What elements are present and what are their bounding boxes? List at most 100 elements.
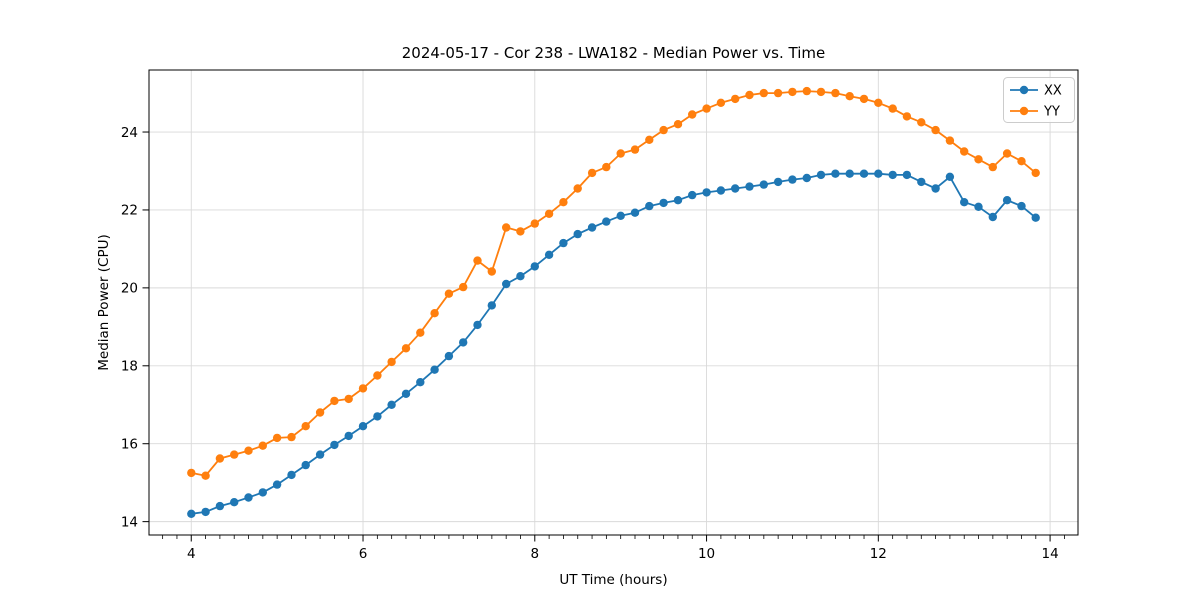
- data-point-xx: [859, 169, 869, 178]
- series-layer: [187, 86, 1040, 518]
- data-point-xx: [387, 400, 396, 409]
- y-tick-label: 18: [121, 359, 138, 375]
- data-point-xx: [215, 501, 225, 511]
- data-point-yy: [773, 88, 783, 98]
- data-point-yy: [401, 344, 411, 353]
- data-point-yy: [945, 136, 955, 145]
- data-point-yy: [459, 282, 468, 292]
- data-point-xx: [1002, 196, 1012, 205]
- data-point-yy: [544, 209, 554, 218]
- data-point-xx: [960, 198, 969, 207]
- data-point-xx: [917, 177, 926, 187]
- x-tick-label: 8: [530, 546, 539, 562]
- data-point-xx: [258, 488, 267, 497]
- data-point-yy: [788, 87, 797, 97]
- x-tick-label: 12: [870, 546, 887, 562]
- data-point-yy: [602, 162, 611, 172]
- data-point-xx: [702, 188, 711, 197]
- data-point-yy: [201, 471, 210, 480]
- data-point-yy: [1002, 149, 1012, 158]
- data-point-xx: [230, 498, 239, 507]
- data-point-xx: [716, 186, 726, 195]
- data-point-yy: [358, 384, 368, 393]
- data-point-yy: [859, 94, 869, 104]
- data-point-yy: [315, 408, 325, 417]
- data-point-xx: [974, 202, 983, 211]
- data-point-yy: [702, 104, 711, 113]
- data-point-yy: [688, 110, 697, 119]
- y-axis-label: Median Power (CPU): [96, 234, 112, 370]
- data-point-yy: [287, 432, 296, 442]
- data-point-xx: [888, 170, 897, 180]
- data-point-yy: [888, 104, 897, 113]
- data-point-yy: [917, 118, 926, 127]
- data-point-xx: [344, 431, 353, 441]
- legend-label-xx: XX: [1044, 84, 1062, 99]
- data-point-yy: [530, 219, 539, 228]
- series-yy: [187, 86, 1040, 480]
- data-point-yy: [502, 223, 511, 232]
- plot-border: [148, 69, 1079, 536]
- data-point-yy: [344, 394, 353, 404]
- data-point-xx: [945, 172, 955, 181]
- chart-title: 2024-05-17 - Cor 238 - LWA182 - Median P…: [402, 44, 826, 62]
- legend-label-yy: YY: [1043, 105, 1060, 120]
- data-point-yy: [272, 433, 282, 443]
- data-point-yy: [573, 184, 582, 193]
- data-point-yy: [473, 256, 482, 265]
- data-point-xx: [444, 351, 454, 361]
- data-point-yy: [559, 198, 568, 207]
- data-point-yy: [759, 88, 768, 98]
- data-point-xx: [988, 212, 997, 222]
- data-point-yy: [430, 309, 439, 318]
- data-point-yy: [874, 98, 883, 108]
- y-tick-label: 14: [121, 514, 138, 530]
- x-axis-label: UT Time (hours): [559, 572, 667, 588]
- series-line-yy: [191, 90, 1037, 477]
- legend-marker-xx: [1019, 85, 1029, 95]
- data-point-xx: [630, 208, 640, 217]
- data-point-xx: [416, 378, 425, 387]
- data-point-yy: [215, 454, 225, 463]
- data-point-yy: [716, 98, 726, 108]
- data-point-xx: [1017, 201, 1026, 211]
- data-point-yy: [673, 120, 683, 129]
- x-tick-label: 10: [698, 546, 715, 562]
- data-point-yy: [187, 468, 196, 478]
- data-point-xx: [502, 279, 511, 289]
- y-tick-label: 24: [121, 125, 138, 141]
- data-point-xx: [473, 320, 482, 330]
- data-point-xx: [931, 184, 940, 193]
- data-point-yy: [416, 328, 425, 337]
- data-point-xx: [272, 480, 282, 489]
- data-point-yy: [1017, 157, 1026, 166]
- x-tick-label: 14: [1041, 546, 1058, 562]
- data-point-xx: [373, 412, 382, 421]
- data-point-xx: [516, 272, 525, 281]
- data-point-xx: [573, 229, 582, 239]
- legend-marker-yy: [1019, 106, 1029, 116]
- data-point-xx: [1031, 213, 1040, 222]
- y-tick-label: 20: [121, 281, 138, 297]
- data-point-yy: [960, 147, 969, 156]
- data-point-yy: [258, 441, 267, 450]
- y-tick-label: 16: [121, 437, 138, 453]
- data-point-xx: [401, 389, 411, 398]
- data-point-xx: [201, 507, 210, 517]
- data-point-xx: [874, 169, 883, 178]
- series-line-xx: [191, 172, 1037, 515]
- data-point-xx: [816, 170, 826, 180]
- legend-entry-yy: YY: [1010, 105, 1060, 120]
- data-point-xx: [487, 301, 496, 310]
- legend-box: [1003, 77, 1075, 123]
- data-point-xx: [802, 173, 811, 183]
- x-tick-label: 6: [359, 546, 368, 562]
- data-point-yy: [845, 92, 854, 101]
- data-point-xx: [244, 493, 253, 502]
- ticks-layer: 4 6 8 10 12 14 14 16 18 20 22 24: [121, 125, 1065, 562]
- data-point-xx: [773, 177, 783, 187]
- data-point-xx: [301, 460, 310, 470]
- data-point-yy: [974, 155, 983, 164]
- data-point-xx: [358, 422, 368, 431]
